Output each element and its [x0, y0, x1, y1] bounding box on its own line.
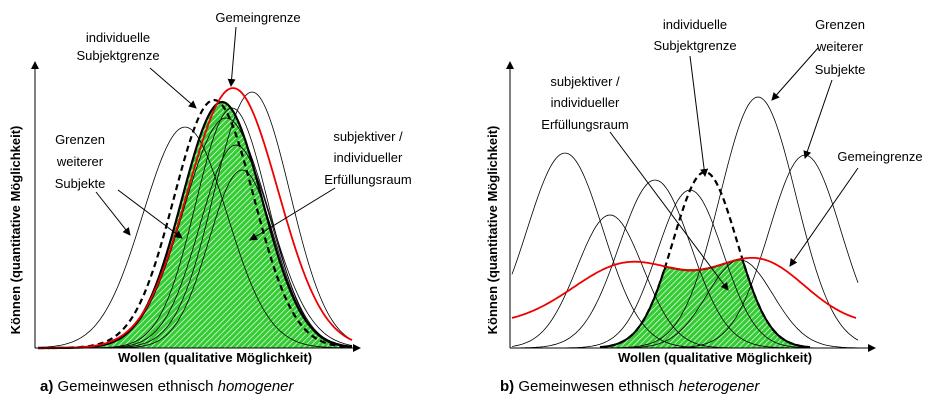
annotation: Erfüllungsraum: [541, 117, 628, 132]
annotation: Subjekte: [815, 62, 866, 77]
caption-label: b): [500, 378, 514, 395]
annotation: Subjektgrenze: [76, 48, 159, 63]
x-axis-label: Wollen (qualitative Möglichkeit): [618, 350, 812, 365]
common-boundary: [511, 257, 857, 319]
caption: a) Gemeinwesen ethnisch homogener: [40, 378, 295, 395]
annotation: subjektiver /: [333, 129, 403, 144]
y-axis-label: Können (quantitative Möglichkeit): [485, 126, 500, 335]
arrow: [227, 26, 237, 87]
caption: b) Gemeinwesen ethnisch heterogener: [500, 378, 760, 395]
subject-curve: [37, 126, 352, 349]
arrow: [609, 131, 729, 291]
caption-text: Gemeinwesen ethnisch: [518, 378, 674, 395]
annotation: weiterer: [56, 154, 104, 169]
annotation: weiterer: [816, 39, 864, 54]
y-axis-label: Können (quantitative Möglichkeit): [8, 126, 23, 335]
arrow: [803, 79, 833, 159]
annotation: individueller: [551, 95, 620, 110]
caption-emphasis: heterogener: [678, 378, 760, 395]
arrow: [689, 55, 709, 177]
annotation: subjektiver /: [550, 74, 620, 89]
arrow: [249, 187, 336, 241]
x-axis-label: Wollen (qualitative Möglichkeit): [118, 350, 312, 365]
fulfilment-area: [38, 102, 352, 348]
annotation: Gemeingrenze: [215, 10, 300, 25]
curves-a: [37, 87, 353, 350]
common-boundary: [38, 87, 353, 349]
annotation: Subjektgrenze: [653, 38, 736, 53]
annotation: individuelle: [663, 17, 727, 32]
individual-boundary: [599, 171, 811, 349]
annotation: individuelle: [86, 30, 150, 45]
caption-text: Gemeinwesen ethnisch: [58, 378, 214, 395]
annotation: Gemeingrenze: [837, 149, 922, 164]
arrow: [771, 47, 819, 101]
annotation: Grenzen: [815, 17, 865, 32]
annotation: Grenzen: [55, 132, 105, 147]
arrow: [789, 167, 859, 267]
annotation: Subjekte: [55, 176, 106, 191]
annotation: Erfüllungsraum: [324, 172, 411, 187]
arrow: [95, 191, 131, 236]
caption-emphasis: homogener: [218, 378, 295, 395]
annotation: individueller: [334, 150, 403, 165]
curves-b: [511, 96, 859, 349]
arrow: [117, 189, 183, 239]
caption-label: a): [40, 378, 53, 395]
fulfilment-area: [600, 258, 810, 348]
arrow: [149, 67, 197, 109]
